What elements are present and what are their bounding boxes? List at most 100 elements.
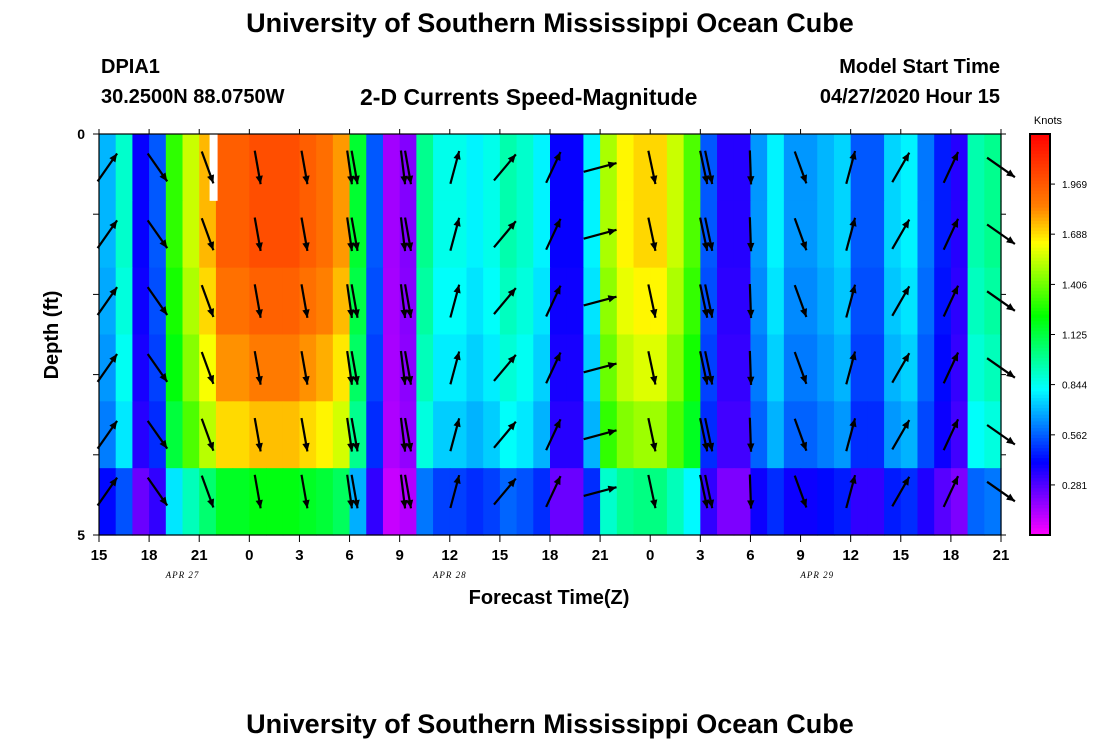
colorbar-swatch [1030,331,1050,336]
heat-cell [650,468,668,536]
heat-cell [583,334,601,402]
colorbar-swatch [1030,250,1050,255]
colorbar-swatch [1030,501,1050,506]
colorbar-swatch [1030,387,1050,392]
heat-cell [316,134,334,202]
arrow-head [453,418,461,428]
colorbar-swatch [1030,210,1050,215]
current-arrow [845,351,857,385]
current-arrow [942,285,960,317]
arrow-head [849,418,857,428]
colorbar-swatch [1030,194,1050,199]
arrow-head [747,376,755,385]
current-arrow [704,474,715,509]
heat-cell [833,200,852,269]
heat-cell [366,200,384,269]
arrow-head [901,476,910,486]
heat-cell [984,134,1002,202]
heat-cell [466,401,484,469]
current-arrow [704,417,715,452]
arrow-head [159,373,168,382]
heat-cell [382,468,401,536]
x-tick-label: 9 [796,547,804,564]
heat-cell [433,267,451,336]
current-arrow [545,218,562,251]
arrow-head [453,284,461,294]
current-arrow [96,286,119,316]
current-arrow [346,474,355,509]
arrow-head [405,242,414,251]
heat-cell [967,134,985,202]
current-arrow [200,418,215,452]
heat-cell [266,401,284,469]
colorbar-swatch [1030,451,1050,456]
colorbar-label: 1.406 [1062,280,1087,291]
current-arrow [647,217,658,252]
colorbar-swatch [1030,244,1050,249]
heat-cell [433,200,451,269]
heat-cell [750,468,768,536]
heat-cell [449,267,468,336]
arrow-head [255,499,263,509]
heat-cell [550,134,568,202]
current-arrow [647,351,658,385]
heat-cell [499,401,518,469]
colorbar-swatch [1030,461,1050,466]
colorbar-swatch [1030,174,1050,179]
current-arrow [704,150,715,185]
colorbar-swatch [1030,351,1050,356]
heat-cell [282,200,301,269]
current-arrow [350,150,360,185]
x-tick-label: 21 [993,547,1010,564]
colorbar-swatch [1030,514,1050,519]
heat-cell [516,401,534,469]
heat-cell [717,468,735,536]
heat-cell [934,401,952,469]
heat-cell [299,134,317,202]
colorbar-swatch [1030,187,1050,192]
arrow-head [607,228,617,236]
heat-cell [934,267,952,336]
current-arrow [146,152,169,182]
arrow-head [701,375,710,385]
colorbar-label: 0.562 [1062,431,1087,442]
colorbar-swatch [1030,434,1050,439]
heat-cell [934,134,952,202]
station-id: DPIA1 [101,56,160,78]
heat-cell [115,468,134,536]
heat-cell [566,334,585,402]
heat-cell [666,401,685,469]
heat-cell [867,134,885,202]
heat-cell [282,334,301,402]
heat-cell [884,267,902,336]
colorbar-swatch [1030,160,1050,165]
colorbar-swatch [1030,311,1050,316]
heat-cell [332,267,351,336]
heat-cell [215,334,234,402]
current-arrow [704,351,715,385]
heat-cell [533,200,551,269]
heat-cell [499,134,518,202]
heat-cell [750,200,768,269]
heat-cell [433,334,451,402]
x-tick-label: 0 [245,547,253,564]
arrow-head [352,175,360,185]
colorbar-swatch [1030,297,1050,302]
heat-cell [115,401,134,469]
arrow-head [352,375,360,385]
heat-cell [215,468,234,536]
heat-cell [666,468,685,536]
heat-cell [783,134,802,202]
heat-cell [132,267,150,336]
arrow-head [207,374,215,384]
heat-cell [666,267,685,336]
current-arrow [96,353,119,383]
arrow-head [706,175,715,185]
arrow-head [1006,169,1015,178]
heat-cell [884,134,902,202]
heat-cell [733,200,752,269]
arrow-head [400,175,408,185]
current-arrow [704,217,715,252]
heat-cell [833,134,852,202]
heat-cell [900,134,919,202]
